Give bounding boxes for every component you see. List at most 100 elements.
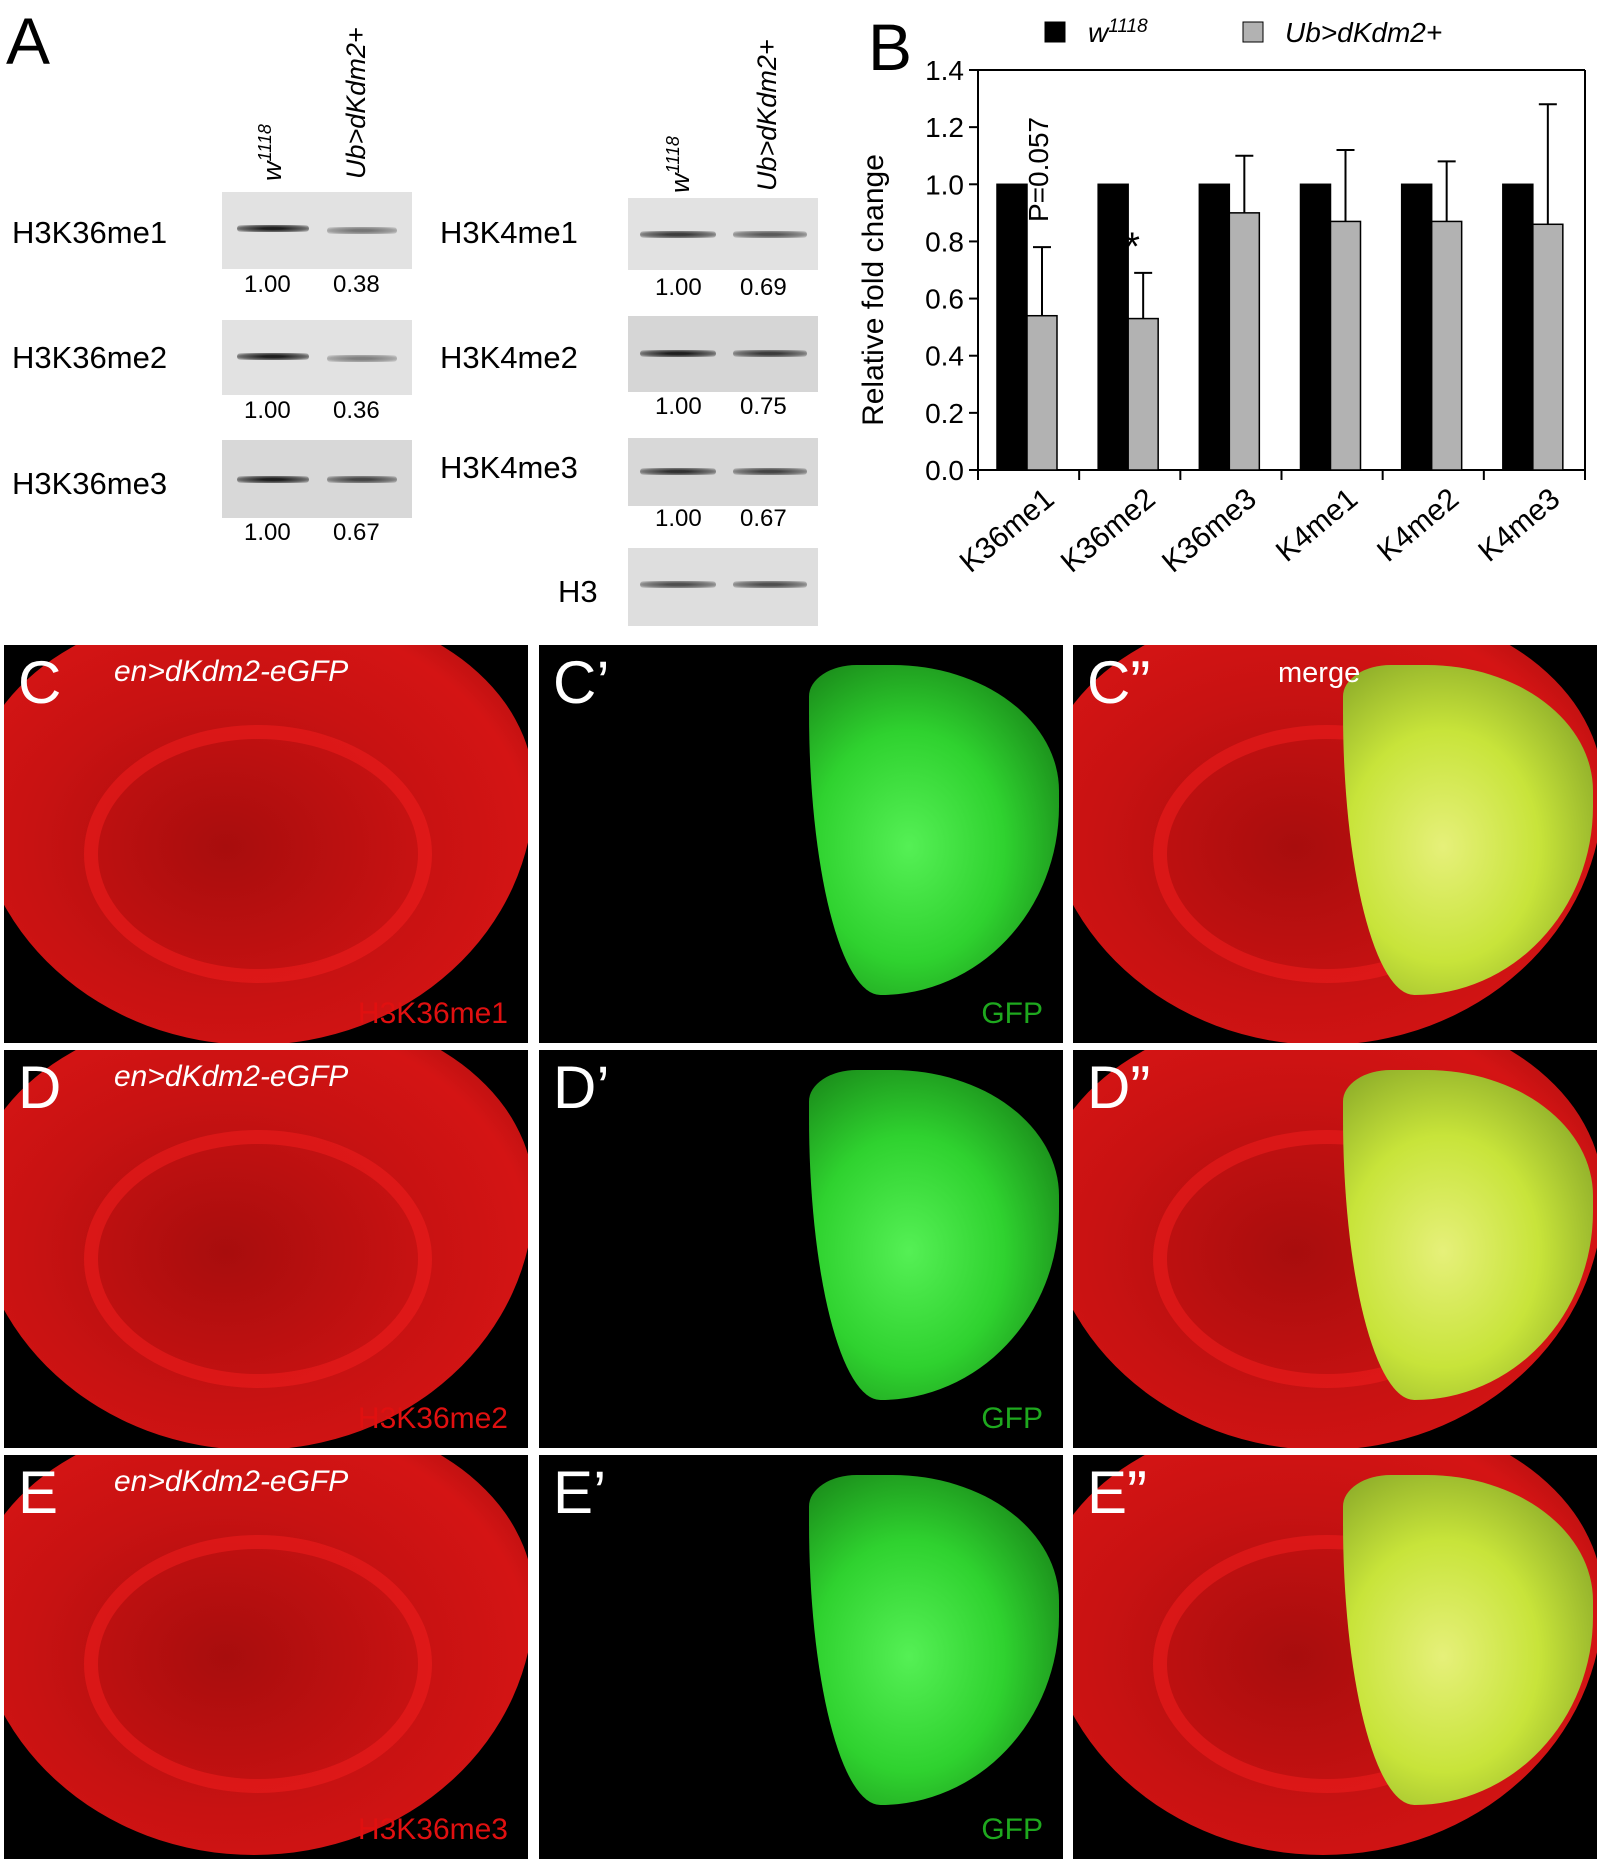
blot-h3k36me3 <box>222 440 412 518</box>
panel-letter: C’ <box>553 649 610 716</box>
band <box>640 231 716 238</box>
band <box>733 468 807 475</box>
y-tick-label: 0.8 <box>925 226 964 257</box>
stain-label: H3K36me2 <box>357 1402 508 1435</box>
stain-label: H3K36me3 <box>357 1813 508 1846</box>
p-value-annotation: P=0.057 <box>1023 117 1054 222</box>
quant-h3k36me1-ub: 0.38 <box>333 271 380 298</box>
bar-k4me1-w1118 <box>1299 183 1332 471</box>
legend-swatch-w1118 <box>1044 21 1066 43</box>
micrograph-c-green: C’ GFP <box>539 645 1063 1043</box>
micrograph-e-merge: E” <box>1073 1455 1597 1859</box>
micrograph-d-green: D’ GFP <box>539 1050 1063 1448</box>
merge-posterior-compartment <box>1343 1475 1593 1805</box>
wing-pouch-ring <box>84 1535 432 1793</box>
blot-h3k36me2 <box>222 320 412 395</box>
gfp-posterior-compartment <box>809 1475 1059 1805</box>
panel-letter: D’ <box>553 1054 610 1121</box>
x-tick-label: K4me3 <box>1472 482 1566 568</box>
blot-label-h3: H3 <box>558 574 598 609</box>
stain-label: GFP <box>981 997 1043 1030</box>
panel-letter: C” <box>1087 649 1151 716</box>
genotype-label: en>dKdm2-eGFP <box>114 1465 349 1498</box>
quant-h3k4me3-w1118: 1.00 <box>655 505 702 532</box>
band <box>237 225 309 232</box>
y-axis-label: Relative fold change <box>857 154 890 426</box>
panel-letter: D” <box>1087 1054 1151 1121</box>
x-tick-label: K36me3 <box>1156 482 1263 579</box>
stain-label: GFP <box>981 1813 1043 1846</box>
panel-b-letter: B <box>868 10 912 84</box>
gfp-posterior-compartment <box>809 665 1059 995</box>
legend-swatch-ub-dkdm2 <box>1242 21 1264 43</box>
quant-h3k4me2-w1118: 1.00 <box>655 393 702 420</box>
blot-label-h3k4me3: H3K4me3 <box>440 450 578 485</box>
band <box>640 350 716 357</box>
y-tick-label: 1.2 <box>925 112 964 143</box>
bar-k4me2-w1118 <box>1400 183 1433 471</box>
y-tick-label: 0.2 <box>925 398 964 429</box>
blot-label-h3k36me2: H3K36me2 <box>12 340 168 375</box>
merge-posterior-compartment <box>1343 665 1593 995</box>
blot-label-h3k36me3: H3K36me3 <box>12 466 168 501</box>
quant-h3k4me3-ub: 0.67 <box>740 505 787 532</box>
genotype-label: en>dKdm2-eGFP <box>114 655 349 688</box>
x-tick-label: K4me1 <box>1270 482 1364 568</box>
quant-h3k36me3-w1118: 1.00 <box>244 519 291 546</box>
blot-h3k4me2 <box>628 316 818 392</box>
band <box>733 581 807 588</box>
bar-k36me3-ub-dkdm2 <box>1228 212 1261 471</box>
wing-pouch-ring <box>84 725 432 983</box>
micrograph-e-green: E’ GFP <box>539 1455 1063 1859</box>
panel-b-chart: B 0.0 0.2 0.4 0.6 0.8 1.0 1.2 1.4 Relative fold c… <box>857 10 1586 579</box>
blot-h3k4me1 <box>628 198 818 270</box>
band <box>327 355 397 362</box>
quant-h3k36me1-w1118: 1.00 <box>244 271 291 298</box>
x-tick-label: K36me1 <box>954 482 1061 579</box>
quant-h3k4me1-ub: 0.69 <box>740 274 787 301</box>
band <box>733 231 807 238</box>
band <box>237 476 309 483</box>
y-tick-label: 1.4 <box>925 55 964 86</box>
bar-k36me3-w1118 <box>1198 183 1231 471</box>
band <box>327 476 397 483</box>
panel-letter: E’ <box>553 1459 607 1526</box>
band <box>640 468 716 475</box>
panel-letter: D <box>18 1054 62 1121</box>
significance-asterisk: * <box>1124 225 1140 269</box>
y-tick-label: 0.0 <box>925 455 964 486</box>
y-tick-label: 0.6 <box>925 284 964 315</box>
micrograph-c-merge: C” merge <box>1073 645 1597 1043</box>
y-tick-label: 0.4 <box>925 341 964 372</box>
band <box>237 353 309 360</box>
gfp-posterior-compartment <box>809 1070 1059 1400</box>
stain-label: GFP <box>981 1402 1043 1435</box>
panel-a-letter: A <box>6 4 51 78</box>
quant-h3k4me1-w1118: 1.00 <box>655 274 702 301</box>
y-tick-label: 1.0 <box>925 169 964 200</box>
blot-h3k36me1 <box>222 192 412 269</box>
bar-k4me3-w1118 <box>1502 183 1534 471</box>
bar-k36me2-w1118 <box>1097 183 1129 471</box>
micrograph-d-merge: D” <box>1073 1050 1597 1448</box>
blot-h3 <box>628 548 818 626</box>
legend-label-ub-dkdm2: Ub>dKdm2+ <box>1285 17 1442 48</box>
blot-label-h3k4me1: H3K4me1 <box>440 215 578 250</box>
panel-letter: E” <box>1087 1459 1147 1526</box>
legend-label-w1118: w1118 <box>1088 16 1148 48</box>
x-tick-label: K36me2 <box>1055 482 1162 579</box>
band <box>327 227 397 234</box>
band <box>640 581 716 588</box>
x-tick-label: K4me2 <box>1371 482 1465 568</box>
merge-posterior-compartment <box>1343 1070 1593 1400</box>
bar-k4me3-ub-dkdm2 <box>1532 223 1564 471</box>
blot-h3k4me3 <box>628 438 818 506</box>
wing-pouch-ring <box>84 1130 432 1388</box>
quant-h3k4me2-ub: 0.75 <box>740 393 787 420</box>
panel-letter: E <box>18 1459 59 1526</box>
bar-k36me1-ub-dkdm2 <box>1026 314 1058 471</box>
quant-h3k36me2-w1118: 1.00 <box>244 397 291 424</box>
